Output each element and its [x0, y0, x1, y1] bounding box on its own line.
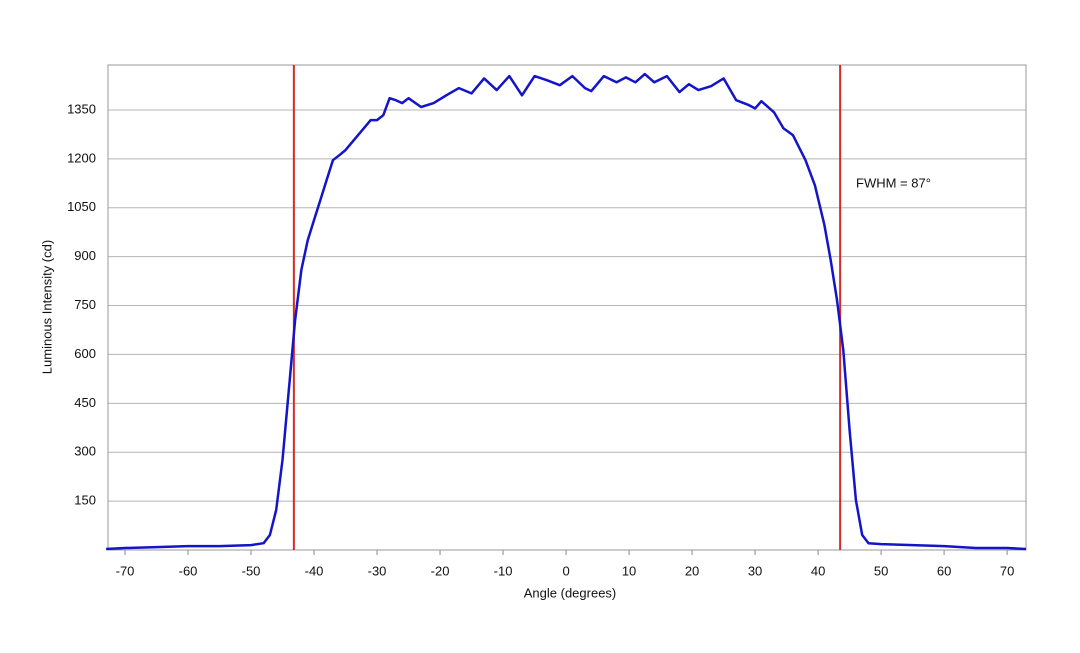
y-tick-label: 750: [74, 297, 96, 312]
x-tick-label: 40: [811, 563, 825, 578]
y-tick-label: 1350: [67, 101, 96, 116]
x-tick-label: -30: [368, 563, 387, 578]
x-tick-label: -10: [494, 563, 513, 578]
y-tick-label: 1050: [67, 199, 96, 214]
x-tick-label: 20: [685, 563, 699, 578]
x-tick-label: 60: [937, 563, 951, 578]
x-tick-label: 50: [874, 563, 888, 578]
y-tick-label: 450: [74, 395, 96, 410]
x-tick-label: -40: [305, 563, 324, 578]
x-tick-label: 70: [1000, 563, 1014, 578]
x-tick-label: -60: [179, 563, 198, 578]
y-tick-label: 300: [74, 444, 96, 459]
x-tick-label: 30: [748, 563, 762, 578]
annotation: FWHM = 87°: [856, 175, 931, 190]
x-tick-label: -20: [431, 563, 450, 578]
x-tick-label: 10: [622, 563, 636, 578]
data-line: [106, 72, 1027, 551]
y-tick-label: 150: [74, 493, 96, 508]
x-tick-label: -70: [116, 563, 135, 578]
y-tick-label: 600: [74, 346, 96, 361]
y-tick-label: 1200: [67, 150, 96, 165]
y-axis-label: Luminous Intensity (cd): [39, 240, 54, 374]
x-tick-label: -50: [242, 563, 261, 578]
y-tick-label: 900: [74, 248, 96, 263]
x-tick-label: 0: [562, 563, 569, 578]
x-axis-label: Angle (degrees): [524, 585, 617, 600]
plot-frame: [107, 64, 1027, 551]
